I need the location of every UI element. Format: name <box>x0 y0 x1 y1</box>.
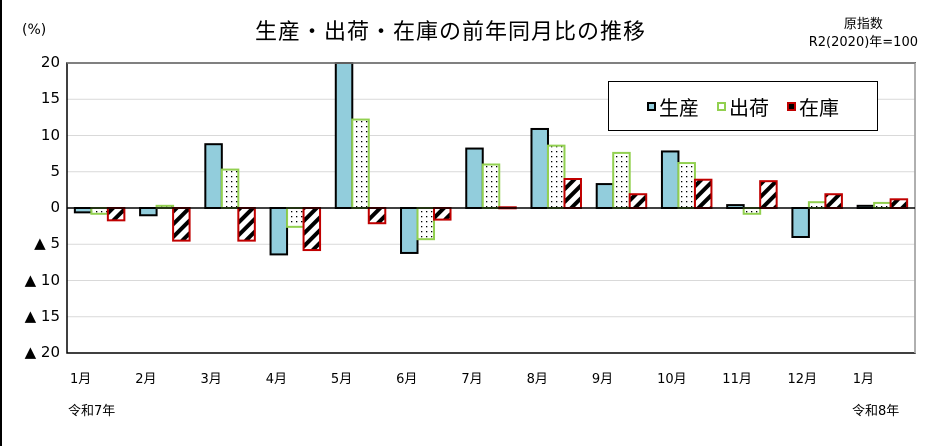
bar-生産-6 <box>465 147 484 210</box>
legend-label-shipment: 出荷 <box>729 95 769 120</box>
base-note-line1: 原指数 <box>843 17 883 32</box>
bar-出荷-5 <box>416 207 436 241</box>
era-label-end: 令和8年 <box>852 404 900 419</box>
bar-在庫-3 <box>302 207 322 252</box>
bar-生産-1 <box>139 207 158 217</box>
bar-出荷-4 <box>351 118 370 209</box>
bar-生産-7 <box>530 127 549 210</box>
bar-出荷-2 <box>220 168 240 209</box>
axes <box>66 62 916 354</box>
bar-生産-8 <box>595 183 615 209</box>
y-tick-label: 15 <box>40 89 60 108</box>
bar-出荷-8 <box>612 151 631 209</box>
x-tick-label: 4月 <box>265 372 287 387</box>
x-tick-label: 5月 <box>330 372 353 387</box>
era-label-start: 令和7年 <box>68 404 116 419</box>
chart-title: 生産・出荷・在庫の前年同月比の推移 <box>255 20 647 45</box>
legend-swatch-shipment <box>717 101 726 111</box>
x-tick-label: 9月 <box>591 372 614 387</box>
base-note: 原指数 R2(2020)年=100 <box>809 16 918 52</box>
bar-在庫-1 <box>172 207 191 242</box>
legend-item-shipment: 出荷 <box>717 92 769 121</box>
bar-在庫-4 <box>367 207 387 225</box>
bar-生産-5 <box>400 207 419 254</box>
x-tick-label: 8月 <box>526 372 548 387</box>
y-tick-label: 5 <box>50 161 60 180</box>
bar-出荷-11 <box>807 201 827 209</box>
bar-生産-11 <box>791 207 810 238</box>
bar-出荷-7 <box>546 144 566 209</box>
left-border <box>0 0 2 446</box>
x-tick-label: 1月 <box>852 372 875 387</box>
x-tick-label: 7月 <box>461 372 483 387</box>
legend-swatch-inventory <box>787 101 796 111</box>
bar-出荷-10 <box>742 207 762 215</box>
bar-生産-2 <box>204 143 223 209</box>
bar-在庫-11 <box>824 193 843 210</box>
bar-出荷-9 <box>677 162 696 210</box>
x-tick-label: 11月 <box>722 372 752 387</box>
legend-item-production: 生産 <box>647 92 699 121</box>
bar-生産-3 <box>269 207 289 256</box>
y-tick-label: 20 <box>40 53 60 71</box>
y-tick-label: 10 <box>40 125 60 144</box>
bar-在庫-9 <box>693 178 713 210</box>
x-tick-label: 3月 <box>200 372 222 387</box>
legend-label-inventory: 在庫 <box>799 95 839 120</box>
x-tick-label: 6月 <box>396 372 418 387</box>
y-tick-label: ▲ 5 <box>34 234 60 253</box>
bar-在庫-12 <box>889 198 909 210</box>
x-tick-label: 10月 <box>657 372 687 387</box>
bar-出荷-6 <box>481 163 501 209</box>
legend-swatch-production <box>647 101 656 111</box>
bar-在庫-0 <box>106 207 126 222</box>
bar-出荷-3 <box>286 207 305 228</box>
bar-在庫-10 <box>759 180 778 210</box>
legend: 生産 出荷 在庫 <box>608 81 878 131</box>
y-tick-label: ▲ 15 <box>24 306 60 325</box>
bar-在庫-8 <box>628 193 648 210</box>
y-tick-label: 0 <box>50 198 60 216</box>
bar-出荷-12 <box>873 201 892 210</box>
bar-生産-9 <box>660 150 680 209</box>
legend-label-production: 生産 <box>659 95 699 120</box>
bar-出荷-0 <box>90 207 109 215</box>
bar-在庫-7 <box>563 178 582 209</box>
x-tick-label: 2月 <box>135 372 157 387</box>
x-tick-label: 1月 <box>70 372 92 387</box>
legend-item-inventory: 在庫 <box>787 92 839 121</box>
base-note-line2: R2(2020)年=100 <box>808 35 918 50</box>
bar-生産-4 <box>334 62 354 209</box>
x-tick-label: 12月 <box>787 372 818 387</box>
bar-在庫-5 <box>433 207 452 221</box>
y-axis-unit: (%) <box>22 22 47 38</box>
y-tick-label: ▲ 20 <box>24 343 60 361</box>
y-tick-label: ▲ 10 <box>24 270 60 289</box>
bar-在庫-2 <box>237 207 256 242</box>
